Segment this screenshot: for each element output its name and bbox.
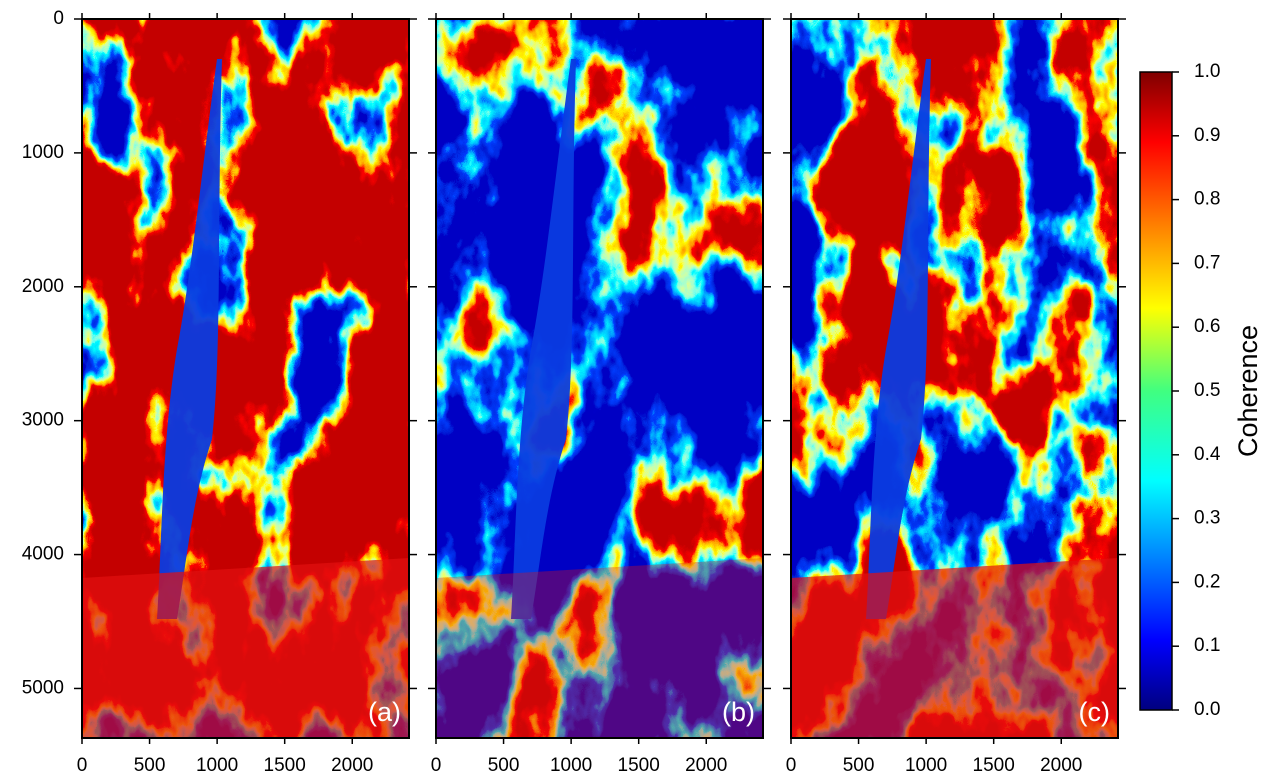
colorbar-tick-label: 0.9 xyxy=(1194,125,1220,146)
panel-label: (c) xyxy=(1079,697,1110,727)
coherence-map xyxy=(81,18,410,739)
colorbar xyxy=(1139,71,1173,711)
x-tick-label: 1000 xyxy=(196,755,238,776)
x-tick-label: 1500 xyxy=(264,755,306,776)
x-tick-label: 2000 xyxy=(331,755,373,776)
x-tick-label: 0 xyxy=(77,755,88,776)
x-tick-label: 1500 xyxy=(973,755,1015,776)
y-tick-label: 3000 xyxy=(22,410,64,431)
colorbar-tick-label: 0.2 xyxy=(1194,571,1220,592)
y-tick-label: 1000 xyxy=(22,142,64,163)
colorbar-tick-label: 0.3 xyxy=(1194,508,1220,529)
x-tick-label: 500 xyxy=(488,755,520,776)
x-tick-label: 1500 xyxy=(618,755,660,776)
x-tick-label: 0 xyxy=(786,755,797,776)
colorbar-tick-label: 0.6 xyxy=(1194,316,1220,337)
y-tick-label: 4000 xyxy=(22,544,64,565)
panel-frame xyxy=(790,18,1119,739)
colorbar-tick-label: 1.0 xyxy=(1194,61,1220,82)
colorbar-tick-label: 0.8 xyxy=(1194,189,1220,210)
colorbar-tick-label: 0.7 xyxy=(1194,252,1220,273)
panel-frame xyxy=(435,18,764,739)
colorbar-tick-label: 0.4 xyxy=(1194,444,1221,465)
x-tick-label: 500 xyxy=(134,755,166,776)
x-tick-label: 2000 xyxy=(685,755,727,776)
y-tick-label: 0 xyxy=(53,8,64,29)
x-tick-label: 500 xyxy=(843,755,875,776)
lake-region xyxy=(157,59,222,619)
colorbar-tick-label: 0.0 xyxy=(1194,699,1220,720)
lake-region xyxy=(511,59,576,619)
coherence-map xyxy=(790,18,1119,739)
coherence-map xyxy=(435,18,764,739)
colorbar-label: Coherence xyxy=(1233,325,1263,457)
land-band xyxy=(436,558,763,738)
land-band xyxy=(791,558,1118,738)
colorbar-tick-label: 0.1 xyxy=(1194,635,1220,656)
map-image xyxy=(436,19,763,738)
panel-label: (a) xyxy=(368,697,401,727)
land-band xyxy=(82,558,409,738)
x-tick-label: 2000 xyxy=(1040,755,1082,776)
colorbar-tick-label: 0.5 xyxy=(1194,380,1220,401)
panel-label: (b) xyxy=(722,697,755,727)
panel-frame xyxy=(81,18,410,739)
x-tick-label: 0 xyxy=(431,755,442,776)
x-tick-label: 1000 xyxy=(550,755,592,776)
lake-region xyxy=(866,59,931,619)
y-tick-label: 2000 xyxy=(22,276,64,297)
x-tick-label: 1000 xyxy=(905,755,947,776)
y-tick-label: 5000 xyxy=(22,677,64,698)
